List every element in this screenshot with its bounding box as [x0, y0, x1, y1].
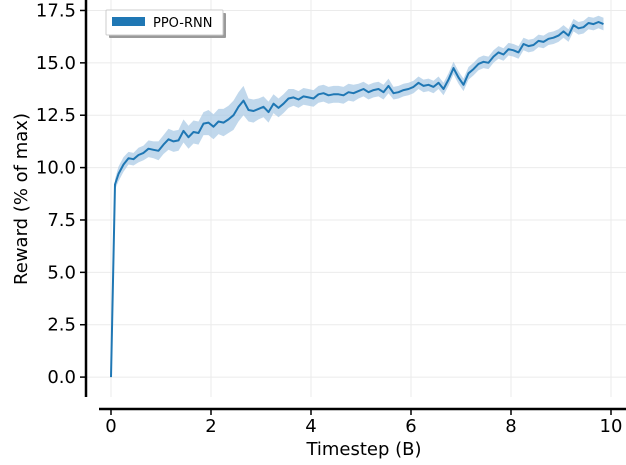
x-tick-label: 0: [105, 416, 116, 437]
y-tick-label: 12.5: [36, 105, 76, 126]
y-tick-label: 0.0: [47, 367, 76, 388]
series-confidence-band: [111, 15, 604, 378]
y-tick-label: 17.5: [36, 0, 76, 21]
x-tick-label: 6: [405, 416, 416, 437]
y-tick-label: 10.0: [36, 158, 76, 179]
x-tick-label: 4: [305, 416, 316, 437]
x-axis-title: Timestep (B): [305, 439, 421, 460]
y-axis-title: Reward (% of max): [11, 113, 32, 285]
y-axis-ticks: 0.0 2.5 5.0 7.5 10.0 12.5 15.0 17.5: [36, 0, 86, 388]
x-tick-label: 2: [205, 416, 216, 437]
series-line: [110, 21, 604, 378]
legend-swatch: [112, 17, 145, 26]
x-axis-ticks: 0 2 4 6 8 10: [105, 409, 622, 437]
y-tick-label: 5.0: [47, 262, 76, 283]
y-tick-label: 7.5: [47, 210, 76, 231]
x-tick-label: 8: [505, 416, 516, 437]
legend: PPO-RNN: [105, 9, 226, 38]
grid-lines: [86, 0, 626, 397]
legend-label: PPO-RNN: [153, 16, 212, 31]
legend-box: [105, 9, 224, 36]
x-tick-label: 10: [600, 416, 623, 437]
y-tick-label: 2.5: [47, 315, 76, 336]
y-tick-label: 15.0: [36, 53, 76, 74]
